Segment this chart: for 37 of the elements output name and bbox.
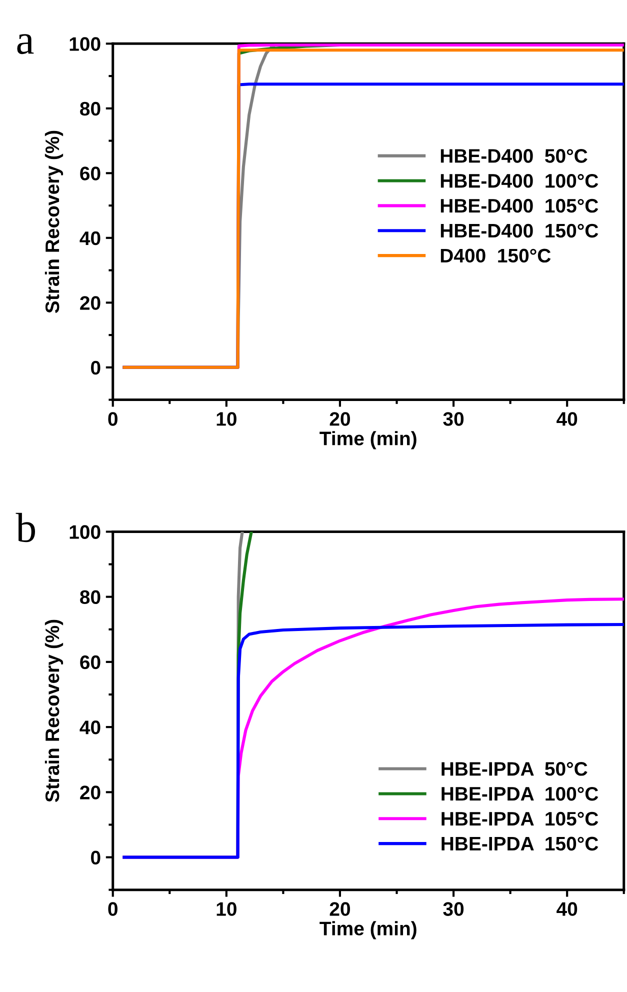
legend-label: HBE-D400 150°C	[440, 224, 598, 238]
y-tick-label: 40	[80, 720, 100, 734]
y-tick-label: 0	[91, 850, 100, 865]
x-axis-title: Time (min)	[320, 431, 416, 450]
text: a	[17, 34, 34, 54]
x-tick-label: 10	[216, 412, 236, 426]
y-tick-label: 60	[80, 655, 100, 670]
legend-label: HBE-D400 50°C	[440, 149, 588, 163]
x-tick-label: 20	[330, 412, 350, 426]
x-tick-label: 30	[443, 902, 464, 916]
x-tick-label: 30	[443, 412, 464, 426]
x-axis-title: Time (min)	[320, 921, 416, 940]
y-axis-title: Strain Recovery (%)	[44, 620, 64, 802]
y-tick-label: 40	[80, 231, 100, 246]
x-tick-label: 0	[108, 412, 118, 426]
x-tick-label: 40	[556, 412, 578, 426]
text: b	[16, 512, 36, 542]
y-tick-label: 80	[80, 590, 100, 604]
y-tick-label: 100	[70, 37, 100, 51]
legend-label: D400 150°C	[440, 248, 551, 263]
y-tick-label: 60	[80, 166, 100, 180]
x-tick-label: 0	[108, 902, 118, 916]
y-tick-label: 0	[91, 360, 100, 375]
x-tick-label: 10	[216, 902, 236, 916]
legend-label: HBE-IPDA 150°C	[442, 836, 598, 851]
x-tick-label: 40	[556, 902, 578, 916]
legend-label: HBE-IPDA 105°C	[442, 812, 598, 826]
x-tick-label: 20	[330, 902, 350, 916]
legend-label: HBE-IPDA 50°C	[442, 762, 588, 776]
y-axis-title: Strain Recovery (%)	[44, 130, 64, 313]
legend-label: HBE-D400 100°C	[440, 174, 598, 188]
legend-label: HBE-IPDA 100°C	[442, 786, 598, 801]
y-tick-label: 20	[80, 786, 100, 800]
y-tick-label: 80	[80, 102, 100, 116]
y-tick-label: 100	[70, 525, 100, 539]
y-tick-label: 20	[80, 296, 100, 310]
legend-label: HBE-D400 105°C	[440, 198, 598, 213]
